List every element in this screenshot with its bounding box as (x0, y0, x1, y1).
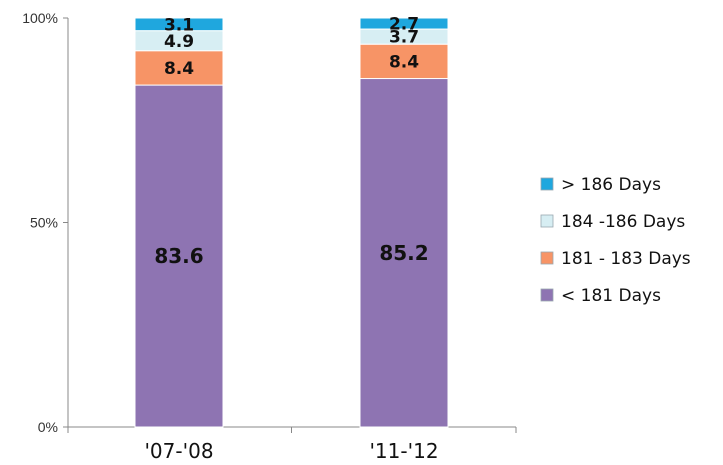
data-label: 8.4 (389, 52, 419, 72)
legend-swatch (541, 215, 553, 227)
legend-swatch (541, 252, 553, 264)
data-label: 8.4 (164, 59, 194, 79)
bars: 83.68.44.93.185.28.43.72.7 (135, 15, 448, 427)
y-tick-label: 0% (38, 419, 58, 435)
data-label: 2.7 (389, 15, 419, 35)
legend-label: > 186 Days (561, 175, 661, 195)
data-label: 85.2 (379, 241, 428, 265)
data-label: 83.6 (154, 244, 203, 268)
legend-swatch (541, 289, 553, 301)
x-category-label: '07-'08 (144, 439, 213, 463)
data-label: 3.1 (164, 15, 194, 35)
y-tick-label: 100% (22, 10, 58, 26)
legend-label: < 181 Days (561, 286, 661, 306)
x-category-label: '11-'12 (369, 439, 438, 463)
legend-label: 184 -186 Days (561, 212, 685, 232)
legend-label: 181 - 183 Days (561, 249, 691, 269)
legend: > 186 Days 184 -186 Days 181 - 183 Days < 1… (541, 175, 691, 306)
legend-swatch (541, 178, 553, 190)
y-tick-label: 50% (30, 215, 58, 231)
